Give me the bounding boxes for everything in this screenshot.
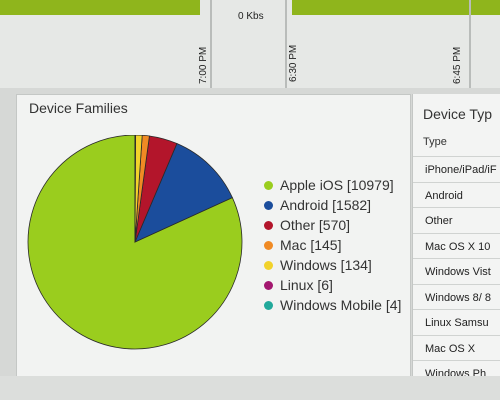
table-row[interactable]: Windows Vist	[413, 258, 500, 287]
legend-label: Android [1582]	[280, 197, 372, 213]
device-families-pie-chart	[27, 135, 243, 350]
table-cell-type: Android	[425, 189, 463, 202]
legend-item[interactable]: Mac [145]	[264, 235, 401, 255]
legend-label: Apple iOS [10979]	[280, 177, 394, 193]
panel-title: Device Families	[29, 100, 128, 116]
legend-marker	[264, 260, 273, 270]
table-row[interactable]: Mac OS X	[413, 334, 500, 364]
bottom-strip	[0, 376, 500, 400]
legend-marker	[264, 200, 273, 210]
bandwidth-chart-area: 0 Kbs 7:00 PM 6:30 PM 6:45 PM	[0, 0, 500, 88]
bandwidth-bar	[292, 0, 500, 15]
bandwidth-bar	[0, 0, 200, 15]
legend-label: Other [570]	[280, 217, 351, 233]
pie-slice-android[interactable]	[134, 143, 233, 243]
grid-line	[469, 0, 471, 88]
legend-item[interactable]: Other [570]	[264, 215, 401, 235]
device-types-title: Device Typ	[423, 106, 492, 122]
y-axis-zero-label: 0 Kbs	[238, 11, 264, 22]
pie-legend: Apple iOS [10979] Android [1582] Other [57…	[264, 175, 401, 315]
legend-marker	[264, 220, 273, 230]
legend-label: Mac [145]	[280, 237, 342, 253]
legend-item[interactable]: Windows Mobile [4]	[264, 295, 401, 315]
table-row[interactable]: iPhone/iPad/iF	[413, 156, 500, 185]
device-families-panel: Device Families Apple iOS [10979] Android…	[16, 94, 411, 378]
time-axis-label: 7:00 PM	[198, 46, 209, 84]
device-types-table: Device Typ Type iPhone/iPad/iF Android Oth…	[412, 94, 500, 384]
legend-item[interactable]: Linux [6]	[264, 275, 401, 295]
table-row[interactable]: Windows 8/ 8	[413, 283, 500, 313]
table-row[interactable]: Other	[413, 207, 500, 236]
legend-label: Linux [6]	[280, 277, 333, 293]
grid-line	[285, 0, 287, 88]
table-row[interactable]: Mac OS X 10	[413, 232, 500, 262]
legend-marker	[264, 180, 273, 190]
legend-marker	[264, 280, 273, 290]
table-cell-type: Other	[425, 215, 453, 227]
legend-item[interactable]: Windows [134]	[264, 255, 401, 275]
grid-line	[210, 0, 212, 88]
time-axis-label: 6:30 PM	[288, 44, 299, 82]
legend-marker	[264, 300, 273, 310]
legend-label: Windows Mobile [4]	[280, 297, 402, 313]
table-cell-type: Windows 8/ 8	[425, 291, 492, 304]
table-cell-type: Mac OS X	[425, 342, 476, 355]
table-row[interactable]: Android	[413, 181, 500, 211]
table-cell-type: Mac OS X 10	[425, 240, 491, 253]
legend-label: Windows [134]	[280, 257, 372, 273]
column-header-type: Type	[423, 136, 447, 148]
legend-marker	[264, 240, 273, 250]
table-row[interactable]: Linux Samsu	[413, 309, 500, 338]
time-axis-label: 6:45 PM	[452, 46, 463, 84]
legend-item[interactable]: Apple iOS [10979]	[264, 175, 401, 195]
table-cell-type: Windows Vist	[425, 266, 491, 278]
legend-item[interactable]: Android [1582]	[264, 195, 401, 215]
table-cell-type: iPhone/iPad/iF	[425, 164, 497, 176]
table-cell-type: Linux Samsu	[425, 317, 489, 329]
